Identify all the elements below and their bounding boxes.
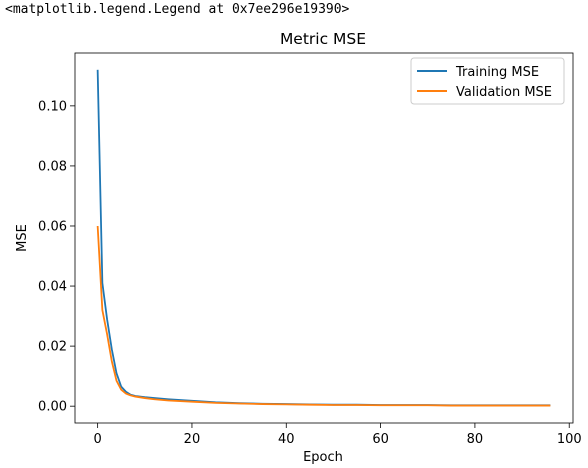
x-tick-label: 100: [557, 432, 582, 447]
legend: Training MSE Validation MSE: [410, 57, 565, 105]
y-tick-label: 0.06: [38, 219, 67, 234]
y-tick-label: 0.10: [38, 99, 67, 114]
x-tick-label: 60: [372, 432, 389, 447]
x-axis-label: Epoch: [303, 450, 343, 465]
x-tick-label: 20: [184, 432, 201, 447]
y-tick-label: 0.02: [38, 340, 67, 355]
x-axis-ticks: 0 20 40 60 80 100: [93, 423, 582, 447]
x-tick-label: 80: [467, 432, 484, 447]
x-tick-label: 0: [93, 432, 101, 447]
legend-label-training-mse: Training MSE: [455, 65, 539, 80]
y-tick-label: 0.04: [38, 280, 67, 295]
chart-title: Metric MSE: [280, 30, 366, 48]
x-tick-label: 40: [278, 432, 295, 447]
y-axis-label: MSE: [15, 224, 30, 252]
series-line-validation-mse: [96, 225, 551, 407]
y-axis-ticks: 0.00 0.02 0.04 0.06 0.08 0.10: [38, 99, 75, 415]
output-repr-text: <matplotlib.legend.Legend at 0x7ee296e19…: [5, 2, 350, 17]
y-tick-label: 0.00: [38, 400, 67, 415]
y-tick-label: 0.08: [38, 159, 67, 174]
plot-area: [74, 52, 574, 424]
series-layer: [96, 69, 551, 407]
legend-frame: [410, 57, 565, 105]
legend-label-validation-mse: Validation MSE: [456, 85, 552, 100]
